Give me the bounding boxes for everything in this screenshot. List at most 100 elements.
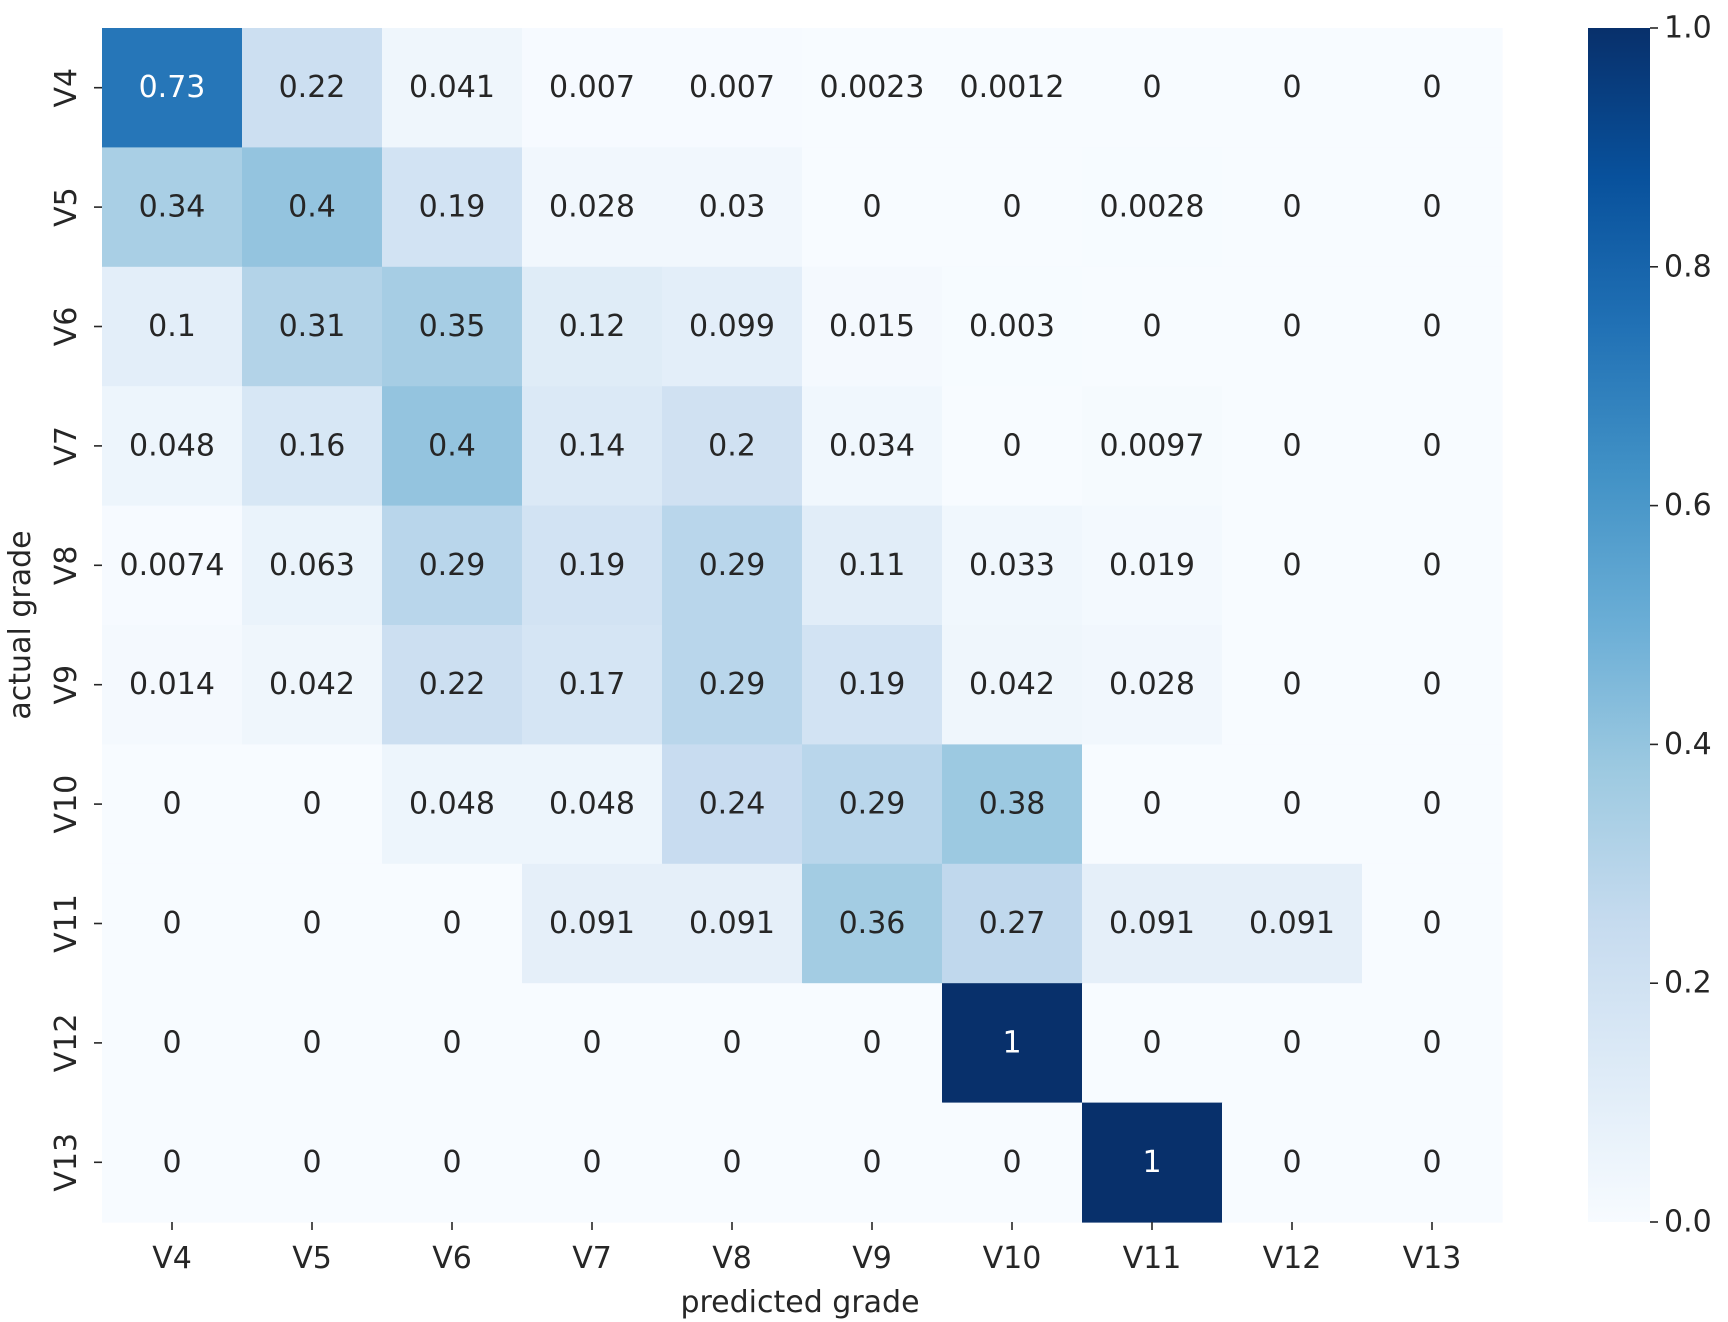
heatmap-cell xyxy=(242,266,383,387)
heatmap-cell xyxy=(1362,744,1503,865)
cell-value-label: 0 xyxy=(442,1025,461,1060)
heatmap-cell xyxy=(942,625,1083,745)
heatmap-cell xyxy=(662,386,803,507)
cell-value-label: 0 xyxy=(722,1145,741,1180)
cell-value-label: 1 xyxy=(1142,1145,1161,1180)
heatmap-cell xyxy=(662,28,803,148)
cell-value-label: 0.091 xyxy=(689,906,775,941)
cell-value-label: 0.0028 xyxy=(1100,190,1205,225)
cell-value-label: 0 xyxy=(1142,787,1161,822)
heatmap-cell xyxy=(1082,147,1223,268)
cell-value-label: 0 xyxy=(1142,1025,1161,1060)
cell-value-label: 0 xyxy=(1002,428,1021,463)
heatmap-cell xyxy=(102,744,243,865)
cell-value-label: 0.38 xyxy=(979,787,1046,822)
heatmap-cell xyxy=(242,386,383,507)
heatmap-cell xyxy=(662,744,803,865)
heatmap-cell xyxy=(522,744,663,865)
heatmap-cell xyxy=(382,28,523,148)
cell-value-label: 0.048 xyxy=(549,787,635,822)
cell-value-label: 0.19 xyxy=(559,548,626,583)
heatmap-cell xyxy=(1082,1102,1223,1223)
cell-value-label: 0.0023 xyxy=(820,70,925,105)
heatmap-cell xyxy=(1222,863,1363,984)
heatmap-cell xyxy=(662,983,803,1104)
cell-value-label: 0.042 xyxy=(969,667,1055,702)
heatmap-cell xyxy=(382,505,523,626)
x-tick-label: V13 xyxy=(1403,1241,1462,1276)
heatmap-cell xyxy=(522,266,663,387)
cell-value-label: 0 xyxy=(1422,309,1441,344)
heatmap-cell xyxy=(942,28,1083,148)
cell-value-label: 0.36 xyxy=(839,906,906,941)
cell-value-label: 0 xyxy=(1142,70,1161,105)
cell-value-label: 0 xyxy=(582,1145,601,1180)
x-tick-label: V9 xyxy=(852,1241,892,1276)
cell-value-label: 0 xyxy=(1002,190,1021,225)
cell-value-label: 0.099 xyxy=(689,309,775,344)
x-tick-label: V6 xyxy=(432,1241,472,1276)
heatmap-cell xyxy=(942,744,1083,865)
cell-value-label: 0 xyxy=(162,1025,181,1060)
cell-value-label: 0.007 xyxy=(689,70,775,105)
heatmap-cell xyxy=(1082,983,1223,1104)
heatmap-cell xyxy=(662,1102,803,1223)
cell-value-label: 0 xyxy=(1002,1145,1021,1180)
colorbar-tick-label: 1.0 xyxy=(1664,11,1712,46)
cell-value-label: 0.042 xyxy=(269,667,355,702)
heatmap-cell xyxy=(1222,147,1363,268)
heatmap-cell xyxy=(102,147,243,268)
y-tick-label: V13 xyxy=(49,1133,84,1192)
cell-value-label: 0.019 xyxy=(1109,548,1195,583)
cell-value-label: 0 xyxy=(1422,667,1441,702)
y-tick-label: V11 xyxy=(49,894,84,953)
cell-value-label: 0 xyxy=(1422,428,1441,463)
cell-value-label: 0.73 xyxy=(139,70,206,105)
colorbar-tick-label: 0.2 xyxy=(1664,966,1712,1001)
cell-value-label: 0 xyxy=(862,190,881,225)
heatmap-cell xyxy=(802,28,943,148)
cell-value-label: 0.048 xyxy=(409,787,495,822)
heatmap-cell xyxy=(522,28,663,148)
cell-value-label: 0.16 xyxy=(279,428,346,463)
x-axis-title: predicted grade xyxy=(680,1285,919,1320)
x-tick-label: V10 xyxy=(983,1241,1042,1276)
heatmap-cell xyxy=(802,266,943,387)
x-tick-label: V7 xyxy=(572,1241,612,1276)
cell-value-label: 0.24 xyxy=(699,787,766,822)
heatmap-cell xyxy=(1362,386,1503,507)
colorbar: 0.0 0.2 0.4 0.6 0.8 1.0 xyxy=(1588,11,1712,1240)
heatmap-cell xyxy=(102,625,243,745)
cell-value-label: 0 xyxy=(162,906,181,941)
x-tick-label: V8 xyxy=(712,1241,752,1276)
cell-value-label: 0.29 xyxy=(419,548,486,583)
heatmap-cell xyxy=(802,147,943,268)
y-tick-label: V6 xyxy=(49,307,84,347)
heatmap-cell xyxy=(1222,28,1363,148)
heatmap-cell xyxy=(662,505,803,626)
heatmap-cell xyxy=(1222,625,1363,745)
x-tick-label: V5 xyxy=(292,1241,332,1276)
cell-value-label: 0.11 xyxy=(839,548,906,583)
heatmap-cell xyxy=(382,744,523,865)
colorbar-tick-label: 0.4 xyxy=(1664,727,1712,762)
heatmap-cell xyxy=(802,505,943,626)
cell-value-label: 0.4 xyxy=(428,428,476,463)
cell-value-label: 0.2 xyxy=(708,428,756,463)
cell-value-label: 0 xyxy=(302,1025,321,1060)
cell-value-label: 0.028 xyxy=(1109,667,1195,702)
cell-value-label: 0.29 xyxy=(699,548,766,583)
heatmap-cell xyxy=(522,1102,663,1223)
heatmap-cell xyxy=(522,386,663,507)
x-tick-label: V11 xyxy=(1123,1241,1182,1276)
y-axis-title: actual grade xyxy=(3,530,38,719)
cell-value-label: 0.041 xyxy=(409,70,495,105)
heatmap-cell xyxy=(1082,505,1223,626)
y-tick-label: V8 xyxy=(49,545,84,585)
colorbar-tick-label: 0.8 xyxy=(1664,249,1712,284)
colorbar-tick-label: 0.0 xyxy=(1664,1205,1712,1240)
cell-value-label: 0 xyxy=(862,1145,881,1180)
heatmap-cell xyxy=(1362,28,1503,148)
cell-value-label: 0 xyxy=(862,1025,881,1060)
heatmap-cell xyxy=(522,863,663,984)
